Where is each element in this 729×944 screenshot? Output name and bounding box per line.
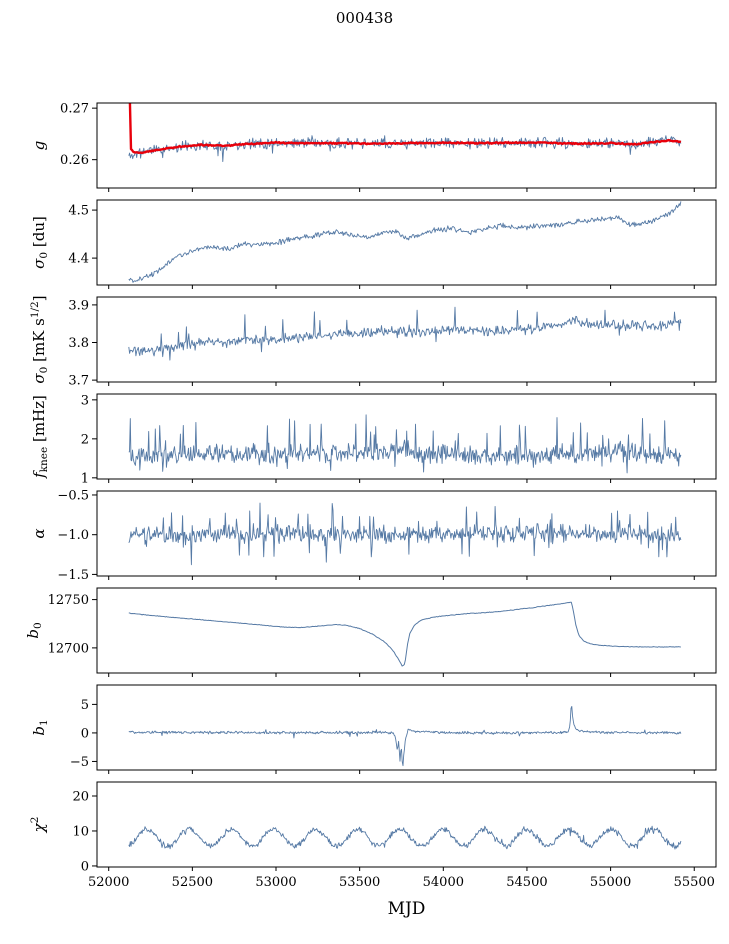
x-tick-label: 55000 [590,875,631,890]
y-axis: 0.26 0.27 [60,102,97,168]
y-tick-label: −0.5 [57,489,89,504]
series-g-smoothed [128,103,682,155]
panel-fknee: 1 2 3 fknee [mHz] [30,393,717,486]
panel-frame [96,102,717,189]
y-tick-label: 0 [81,860,89,875]
y-tick-label: 4.4 [68,252,89,267]
y-axis: 1 2 3 [81,393,97,486]
y-axis: 0 10 20 [72,790,97,875]
series-alpha [128,502,682,566]
y-tick-label: 3.8 [68,336,89,351]
y-axis-label-sigma0-du: σ0 [du] [30,216,50,269]
x-axis: 52000 52500 53000 53500 54000 54500 55000 55500 [88,867,715,890]
x-axis [108,188,695,192]
x-tick-label: 54500 [506,875,547,890]
panel-frame [96,684,717,771]
x-axis [108,382,695,386]
y-tick-label: 2 [81,432,89,447]
y-tick-label: 5 [81,698,89,713]
y-axis-label-b1: b1 [30,719,50,735]
series-b1 [128,705,682,767]
panel-sigma0-mK: 3.7 3.8 3.9 σ0 [mK s1/2] [29,295,717,389]
x-axis [108,576,695,580]
y-tick-label: 0.27 [60,102,89,117]
series-g-raw [128,135,682,163]
x-tick-label: 54000 [423,875,464,890]
x-axis [108,285,695,289]
y-tick-label: 12750 [48,593,89,608]
panel-frame [96,587,717,674]
x-tick-label: 55500 [674,875,715,890]
y-tick-label: 12700 [48,641,89,656]
series-fknee [128,414,682,474]
y-tick-label: 3.7 [68,374,89,389]
panel-g: 0.26 0.27 g [30,102,717,192]
y-tick-label: 20 [72,790,89,805]
y-axis-label-g: g [30,141,48,151]
y-tick-label: 1 [81,471,89,486]
panel-frame [96,781,717,868]
y-tick-label: 3.9 [68,298,89,313]
x-axis-label: MJD [388,899,426,919]
y-axis: 4.4 4.5 [68,204,97,267]
x-tick-label: 52500 [172,875,213,890]
panel-frame [96,490,717,577]
panel-frame [96,393,717,480]
series-b0 [128,601,681,667]
panel-frame [96,199,717,286]
x-tick-label: 53000 [255,875,296,890]
panel-b1: −5 0 5 b1 [30,684,717,774]
y-axis-label-alpha: α [30,528,48,538]
y-axis: 12700 12750 [48,593,97,656]
y-tick-label: −1.5 [57,568,89,583]
y-axis: −5 0 5 [70,698,97,770]
panel-chi2: 0 10 20 52000 52500 53000 53500 54000 54500 55000… [29,781,717,890]
x-axis [108,770,695,774]
y-axis-label-chi2: χ2 [29,817,48,834]
series-sigma0-du [128,201,682,283]
y-axis-label-sigma0-mK: σ0 [mK s1/2] [29,295,50,383]
series-sigma0-mK [128,306,682,361]
x-tick-label: 53500 [339,875,380,890]
x-tick-label: 52000 [88,875,129,890]
y-tick-label: 0 [81,726,89,741]
y-tick-label: −1.0 [57,528,89,543]
y-axis-label-fknee: fknee [mHz] [30,395,50,479]
figure-title: 000438 [335,9,394,27]
y-tick-label: 0.26 [60,153,89,168]
panel-b0: 12700 12750 b0 [24,587,717,677]
panel-frame [96,296,717,383]
y-tick-label: −5 [70,755,89,770]
y-tick-label: 4.5 [68,204,89,219]
y-tick-label: 3 [81,393,89,408]
y-axis: −1.5 −1.0 −0.5 [57,489,97,583]
y-tick-label: 10 [72,825,89,840]
panel-alpha: −1.5 −1.0 −0.5 α [30,489,717,583]
x-axis [108,673,695,677]
y-axis: 3.7 3.8 3.9 [68,298,97,389]
panel-sigma0-du: 4.4 4.5 σ0 [du] [30,199,717,289]
series-chi2 [128,825,682,850]
y-axis-label-b0: b0 [24,622,44,638]
x-axis [108,479,695,483]
